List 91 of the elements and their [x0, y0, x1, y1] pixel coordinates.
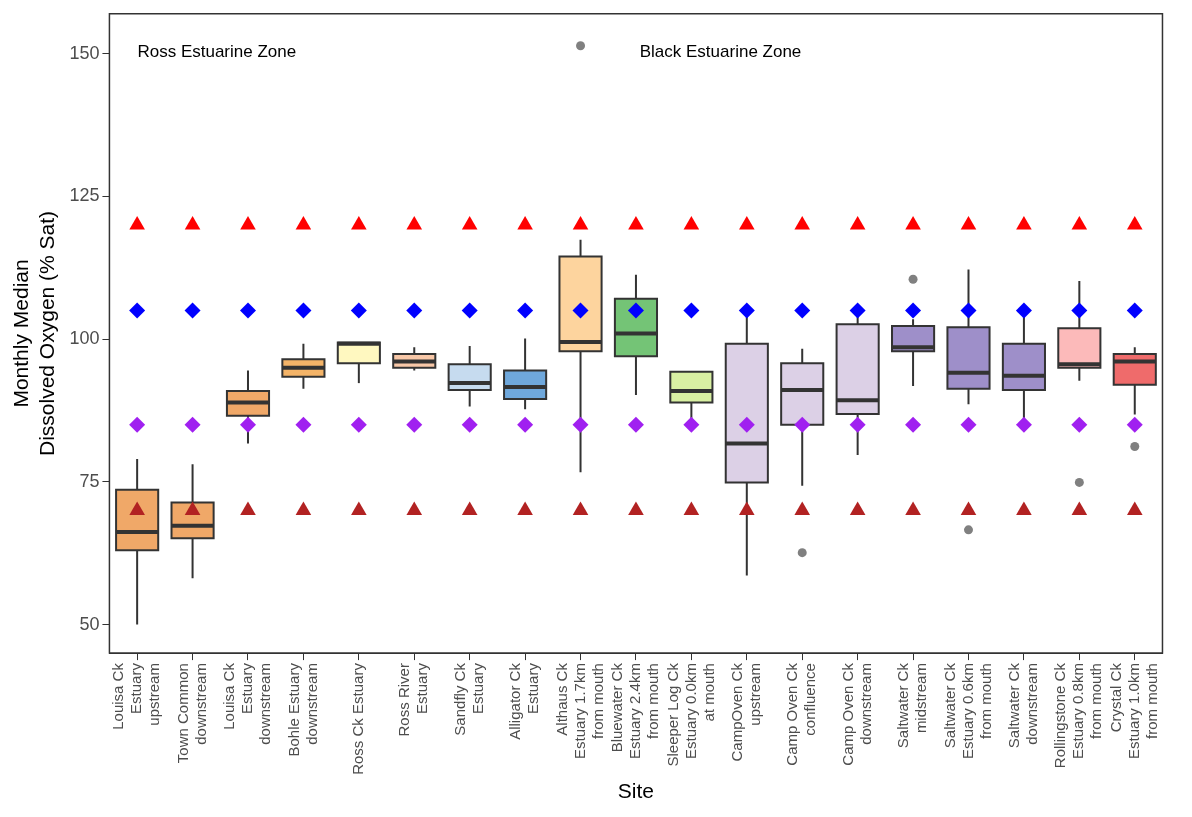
point [905, 416, 922, 433]
point [406, 416, 423, 433]
point [739, 216, 755, 230]
point [1016, 216, 1032, 230]
point [960, 416, 977, 433]
y-tick-label: 75 [79, 470, 100, 491]
point [572, 216, 589, 230]
annotation: Black Estuarine Zone [639, 42, 802, 62]
point [406, 501, 423, 515]
point [517, 216, 533, 230]
point [517, 302, 534, 319]
x-tick-label: Ross Ck Estuary [348, 662, 366, 775]
point [461, 501, 478, 515]
point [683, 416, 700, 433]
point [1126, 302, 1143, 319]
point [350, 302, 367, 319]
point [628, 216, 644, 230]
point [350, 416, 367, 433]
point [129, 216, 145, 230]
point [794, 416, 811, 433]
point [406, 216, 423, 230]
point [794, 216, 811, 230]
point [627, 302, 644, 319]
point [1126, 501, 1143, 515]
point [960, 302, 977, 319]
point [1071, 216, 1088, 230]
point [572, 501, 589, 515]
point [849, 501, 866, 515]
point [572, 302, 589, 319]
x-tick-label: Ross River Estuary [395, 662, 431, 737]
point [461, 302, 478, 319]
y-tick-label: 100 [69, 328, 100, 349]
point [184, 302, 201, 319]
point [738, 416, 755, 433]
point [295, 501, 312, 515]
point [1015, 302, 1032, 319]
y-axis-title: Monthly Median Dissolved Oxygen (% Sat) [9, 210, 58, 456]
x-tick-label: Althaus Ck Estuary 1.7km from mouth [552, 662, 606, 759]
point [184, 501, 201, 515]
point [240, 501, 256, 515]
x-axis-title: Site [617, 779, 655, 803]
point [683, 501, 700, 515]
point [683, 216, 700, 230]
point [683, 302, 700, 319]
point [1126, 216, 1143, 230]
point [129, 416, 146, 433]
point [627, 416, 644, 433]
x-tick-label: Sandfly Ck Estuary [450, 662, 486, 736]
x-tick-label: Louisa Ck Estuary upstream [109, 662, 163, 730]
point [849, 416, 866, 433]
point [129, 501, 145, 515]
point [1071, 302, 1088, 319]
point [517, 501, 533, 515]
point [849, 302, 866, 319]
point [461, 216, 478, 230]
point [572, 416, 589, 433]
point [184, 216, 201, 230]
point [351, 501, 367, 515]
point [905, 216, 921, 230]
y-tick-label: 150 [69, 42, 100, 63]
point [628, 501, 644, 515]
point [738, 302, 755, 319]
point [849, 216, 866, 230]
point [905, 501, 921, 515]
point [905, 302, 922, 319]
point [794, 501, 811, 515]
y-tick-label: 125 [69, 185, 100, 206]
annotation: Ross Estuarine Zone [137, 42, 297, 62]
point [739, 501, 755, 515]
point [239, 302, 256, 319]
point [240, 216, 256, 230]
point [1071, 416, 1088, 433]
point [794, 302, 811, 319]
point [295, 416, 312, 433]
point [960, 216, 977, 230]
point [129, 302, 146, 319]
point [1016, 501, 1032, 515]
point [1071, 501, 1088, 515]
point [517, 416, 534, 433]
x-tick-label: Alligator Ck Estuary [506, 662, 542, 740]
point [1015, 416, 1032, 433]
point [239, 416, 256, 433]
point [351, 216, 367, 230]
point [406, 302, 423, 319]
y-tick-label: 50 [79, 613, 100, 634]
point [461, 416, 478, 433]
point [295, 302, 312, 319]
point [295, 216, 312, 230]
point [184, 416, 201, 433]
point [960, 501, 977, 515]
point [1126, 416, 1143, 433]
